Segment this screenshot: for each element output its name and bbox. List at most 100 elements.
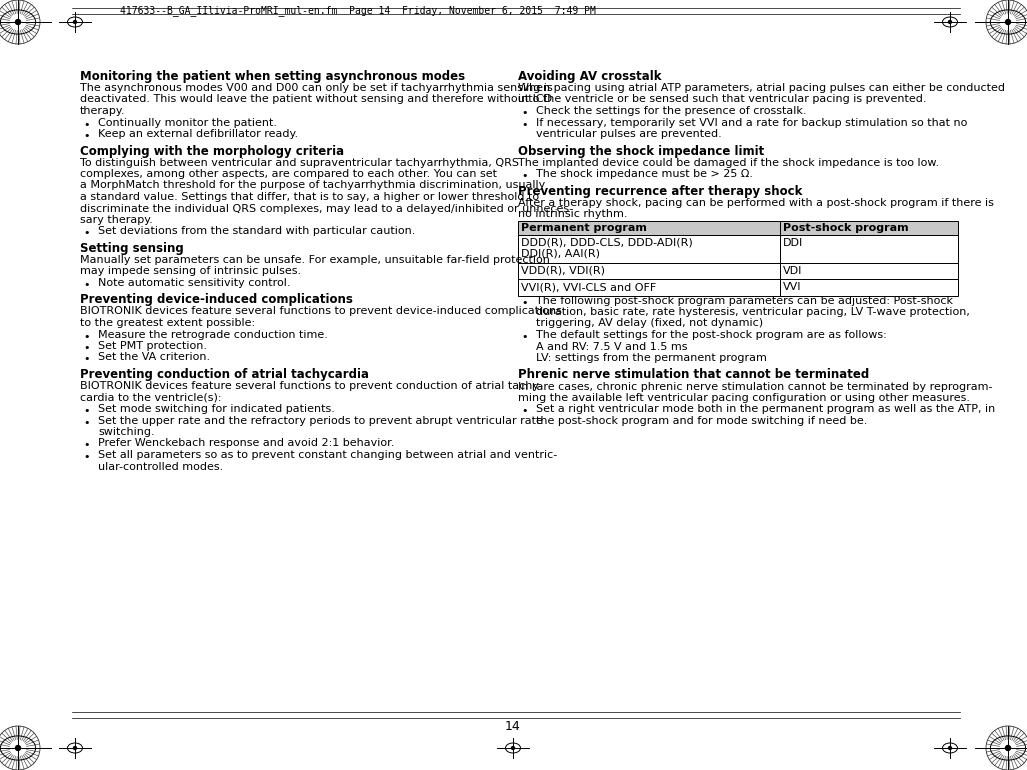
Text: Preventing recurrence after therapy shock: Preventing recurrence after therapy shoc…: [518, 185, 802, 197]
Text: may impede sensing of intrinsic pulses.: may impede sensing of intrinsic pulses.: [80, 266, 301, 276]
Text: ular-controlled modes.: ular-controlled modes.: [98, 461, 223, 471]
Text: •: •: [83, 131, 89, 141]
Text: therapy.: therapy.: [80, 106, 125, 116]
Text: Set all parameters so as to prevent constant changing between atrial and ventric: Set all parameters so as to prevent cons…: [98, 450, 558, 460]
Circle shape: [511, 746, 515, 749]
Bar: [518, 235, 779, 263]
Bar: [518, 263, 779, 279]
Text: a standard value. Settings that differ, that is to say, a higher or lower thresh: a standard value. Settings that differ, …: [80, 192, 539, 202]
Bar: [779, 220, 958, 235]
Text: DDI(R), AAI(R): DDI(R), AAI(R): [521, 249, 600, 259]
Text: 14: 14: [505, 719, 521, 732]
Text: VVI: VVI: [783, 282, 801, 292]
Text: DDD(R), DDD-CLS, DDD-ADI(R): DDD(R), DDD-CLS, DDD-ADI(R): [521, 237, 693, 247]
Text: •: •: [83, 440, 89, 450]
Text: 417633--B_GA_IIlivia-ProMRI_mul-en.fm  Page 14  Friday, November 6, 2015  7:49 P: 417633--B_GA_IIlivia-ProMRI_mul-en.fm Pa…: [120, 5, 596, 16]
Text: switching.: switching.: [98, 427, 155, 437]
Text: •: •: [83, 406, 89, 416]
Text: DDI: DDI: [783, 237, 803, 247]
Text: duration, basic rate, rate hysteresis, ventricular pacing, LV T-wave protection,: duration, basic rate, rate hysteresis, v…: [536, 307, 969, 317]
Text: ventricular pulses are prevented.: ventricular pulses are prevented.: [536, 129, 722, 139]
Text: VVI(R), VVI-CLS and OFF: VVI(R), VVI-CLS and OFF: [521, 282, 656, 292]
Text: a MorphMatch threshold for the purpose of tachyarrhythmia discrimination, usuall: a MorphMatch threshold for the purpose o…: [80, 180, 545, 190]
Text: To distinguish between ventricular and supraventricular tachyarrhythmia, QRS: To distinguish between ventricular and s…: [80, 158, 519, 168]
Text: sary therapy.: sary therapy.: [80, 215, 153, 225]
Text: •: •: [83, 280, 89, 290]
Text: •: •: [521, 119, 528, 129]
Text: deactivated. This would leave the patient without sensing and therefore without : deactivated. This would leave the patien…: [80, 95, 553, 105]
Text: Post-shock program: Post-shock program: [783, 223, 909, 233]
Bar: [518, 279, 779, 296]
Bar: [779, 235, 958, 263]
Circle shape: [1000, 15, 1016, 30]
Text: When pacing using atrial ATP parameters, atrial pacing pulses can either be cond: When pacing using atrial ATP parameters,…: [518, 83, 1005, 93]
Circle shape: [949, 746, 951, 749]
Bar: [518, 220, 779, 235]
Text: Set the upper rate and the refractory periods to prevent abrupt ventricular rate: Set the upper rate and the refractory pe…: [98, 416, 543, 426]
Text: The shock impedance must be > 25 Ω.: The shock impedance must be > 25 Ω.: [536, 169, 753, 179]
Text: Prefer Wenckebach response and avoid 2:1 behavior.: Prefer Wenckebach response and avoid 2:1…: [98, 438, 394, 448]
Text: •: •: [83, 229, 89, 239]
Text: Measure the retrograde conduction time.: Measure the retrograde conduction time.: [98, 330, 328, 340]
Bar: [779, 263, 958, 279]
Text: If necessary, temporarily set VVI and a rate for backup stimulation so that no: If necessary, temporarily set VVI and a …: [536, 118, 967, 128]
Text: •: •: [83, 354, 89, 364]
Text: cardia to the ventricle(s):: cardia to the ventricle(s):: [80, 393, 222, 403]
Circle shape: [74, 746, 76, 749]
Text: Phrenic nerve stimulation that cannot be terminated: Phrenic nerve stimulation that cannot be…: [518, 369, 869, 381]
Text: •: •: [521, 297, 528, 307]
Circle shape: [10, 740, 26, 755]
Text: to the greatest extent possible:: to the greatest extent possible:: [80, 318, 255, 328]
Text: Keep an external defibrillator ready.: Keep an external defibrillator ready.: [98, 129, 298, 139]
Text: Manually set parameters can be unsafe. For example, unsuitable far-field protect: Manually set parameters can be unsafe. F…: [80, 255, 549, 265]
Text: into the ventricle or be sensed such that ventricular pacing is prevented.: into the ventricle or be sensed such tha…: [518, 95, 926, 105]
Text: ming the available left ventricular pacing configuration or using other measures: ming the available left ventricular paci…: [518, 393, 969, 403]
Circle shape: [1005, 19, 1011, 25]
Text: Preventing conduction of atrial tachycardia: Preventing conduction of atrial tachycar…: [80, 368, 369, 381]
Text: •: •: [83, 119, 89, 129]
Circle shape: [15, 19, 21, 25]
Text: Set deviations from the standard with particular caution.: Set deviations from the standard with pa…: [98, 226, 415, 236]
Bar: [779, 279, 958, 296]
Text: After a therapy shock, pacing can be performed with a post-shock program if ther: After a therapy shock, pacing can be per…: [518, 197, 994, 207]
Text: •: •: [83, 417, 89, 427]
Text: In rare cases, chronic phrenic nerve stimulation cannot be terminated by reprogr: In rare cases, chronic phrenic nerve sti…: [518, 381, 992, 391]
Text: Avoiding AV crosstalk: Avoiding AV crosstalk: [518, 70, 661, 83]
Text: Check the settings for the presence of crosstalk.: Check the settings for the presence of c…: [536, 106, 806, 116]
Circle shape: [15, 745, 21, 751]
Circle shape: [74, 21, 76, 24]
Text: VDD(R), VDI(R): VDD(R), VDI(R): [521, 266, 605, 276]
Text: VDI: VDI: [783, 266, 802, 276]
Text: •: •: [83, 343, 89, 353]
Circle shape: [949, 21, 951, 24]
Text: •: •: [521, 171, 528, 181]
Text: Set PMT protection.: Set PMT protection.: [98, 341, 207, 351]
Circle shape: [10, 15, 26, 30]
Text: BIOTRONIK devices feature several functions to prevent conduction of atrial tach: BIOTRONIK devices feature several functi…: [80, 381, 542, 391]
Text: Complying with the morphology criteria: Complying with the morphology criteria: [80, 145, 344, 158]
Text: •: •: [83, 332, 89, 342]
Text: Observing the shock impedance limit: Observing the shock impedance limit: [518, 145, 764, 158]
Text: The following post-shock program parameters can be adjusted: Post-shock: The following post-shock program paramet…: [536, 296, 953, 306]
Text: Note automatic sensitivity control.: Note automatic sensitivity control.: [98, 278, 291, 288]
Text: The implanted device could be damaged if the shock impedance is too low.: The implanted device could be damaged if…: [518, 158, 939, 168]
Text: A and RV: 7.5 V and 1.5 ms: A and RV: 7.5 V and 1.5 ms: [536, 342, 687, 351]
Text: complexes, among other aspects, are compared to each other. You can set: complexes, among other aspects, are comp…: [80, 169, 497, 179]
Text: Setting sensing: Setting sensing: [80, 242, 184, 255]
Text: •: •: [521, 332, 528, 342]
Text: Monitoring the patient when setting asynchronous modes: Monitoring the patient when setting asyn…: [80, 70, 465, 83]
Text: no intrinsic rhythm.: no intrinsic rhythm.: [518, 209, 627, 219]
Text: Set a right ventricular mode both in the permanent program as well as the ATP, i: Set a right ventricular mode both in the…: [536, 404, 995, 414]
Text: triggering, AV delay (fixed, not dynamic): triggering, AV delay (fixed, not dynamic…: [536, 319, 763, 329]
Text: discriminate the individual QRS complexes, may lead to a delayed/inhibited or un: discriminate the individual QRS complexe…: [80, 203, 573, 213]
Text: The asynchronous modes V00 and D00 can only be set if tachyarrhythmia sensing is: The asynchronous modes V00 and D00 can o…: [80, 83, 553, 93]
Text: The default settings for the post-shock program are as follows:: The default settings for the post-shock …: [536, 330, 886, 340]
Circle shape: [1000, 740, 1016, 755]
Text: Set mode switching for indicated patients.: Set mode switching for indicated patient…: [98, 404, 335, 414]
Text: the post-shock program and for mode switching if need be.: the post-shock program and for mode swit…: [536, 416, 868, 426]
Text: •: •: [521, 108, 528, 118]
Text: Continually monitor the patient.: Continually monitor the patient.: [98, 118, 277, 128]
Text: LV: settings from the permanent program: LV: settings from the permanent program: [536, 353, 767, 363]
Text: BIOTRONIK devices feature several functions to prevent device-induced complicati: BIOTRONIK devices feature several functi…: [80, 306, 562, 316]
Circle shape: [1005, 745, 1011, 751]
